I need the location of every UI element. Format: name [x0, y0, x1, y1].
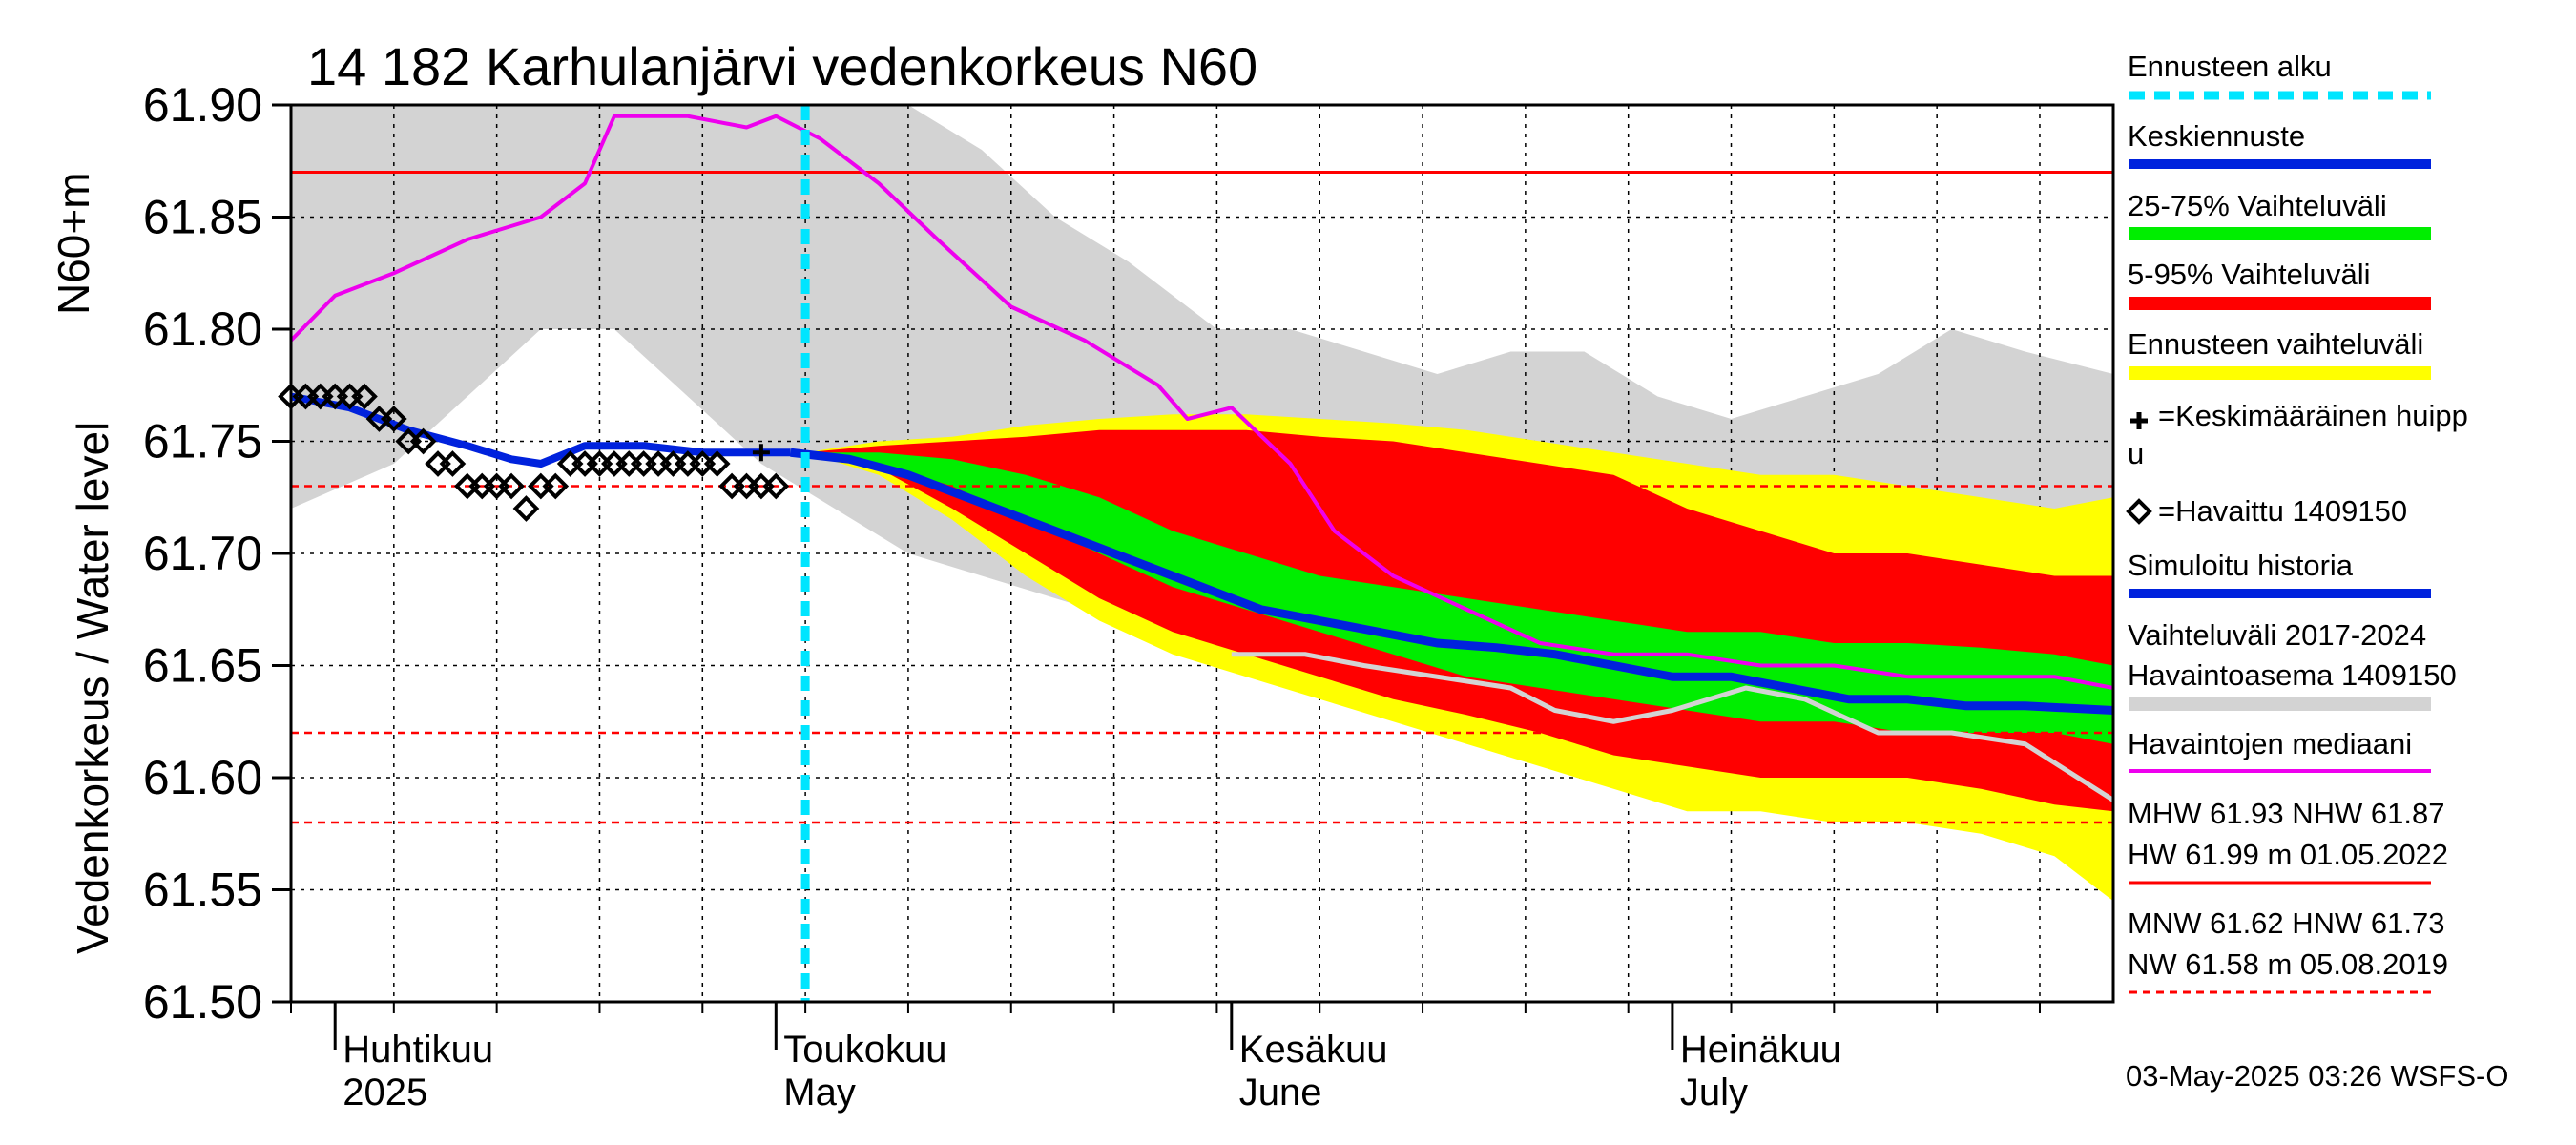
y-tick-label: 61.60	[143, 751, 262, 804]
observed-point	[439, 450, 467, 477]
observed-point	[630, 450, 657, 477]
observed-point	[645, 450, 672, 477]
observed-point	[703, 450, 731, 477]
legend-forecast-range: Ennusteen vaihteluväli	[2128, 327, 2424, 361]
observed-point	[380, 406, 407, 432]
legend-observed-diamond	[2126, 498, 2152, 525]
legend-mnw: MNW 61.62 HNW 61.73	[2128, 906, 2445, 940]
observed-point	[512, 495, 540, 522]
legend-mean-forecast: Keskiennuste	[2128, 119, 2306, 153]
observed-point	[351, 383, 378, 410]
legend-median: Havaintojen mediaani	[2128, 727, 2413, 760]
y-tick-label: 61.85	[143, 191, 262, 244]
median-line	[289, 114, 2114, 690]
legend-observed: =Havaittu 1409150	[2158, 494, 2408, 528]
observed-point	[675, 450, 701, 477]
chart-title: 14 182 Karhulanjärvi vedenkorkeus N60	[307, 36, 1258, 96]
axes	[272, 103, 2115, 1050]
legend-hist-range-2: Havaintoasema 1409150	[2128, 658, 2457, 692]
legend-range-25-75: 25-75% Vaihteluväli	[2128, 189, 2387, 222]
series-lines	[289, 105, 2115, 1002]
y-axis-unit: N60+m	[49, 172, 98, 315]
legend-simulated: Simuloitu historia	[2128, 549, 2354, 582]
y-tick-label: 61.80	[143, 302, 262, 356]
mean-peak-marker	[752, 444, 770, 462]
y-axis-label: Vedenkorkeus / Water level	[68, 421, 117, 954]
observed-markers	[278, 383, 790, 522]
x-month-label-en: June	[1239, 1072, 1322, 1114]
observed-point	[425, 450, 451, 477]
y-tick-label: 61.55	[143, 864, 262, 917]
x-month-label-en: 2025	[343, 1072, 427, 1114]
y-tick-label: 61.50	[143, 975, 262, 1029]
x-month-label-en: July	[1680, 1072, 1748, 1114]
legend-hist-range-1: Vaihteluväli 2017-2024	[2128, 618, 2427, 652]
y-tick-label: 61.75	[143, 415, 262, 468]
footer-timestamp: 03-May-2025 03:26 WSFS-O	[2126, 1059, 2509, 1093]
observed-point	[409, 427, 437, 455]
tick-labels: 61.50 61.55 61.60 61.65 61.70 61.75 61.80 61.85…	[143, 78, 1841, 1114]
forecast-bands	[805, 414, 2113, 902]
mean-forecast-line	[790, 448, 2114, 715]
observed-point	[542, 472, 570, 500]
range-25-75-area	[805, 452, 2113, 744]
x-month-label-fi: Huhtikuu	[343, 1029, 493, 1071]
y-tick-label: 61.90	[143, 78, 262, 132]
x-month-label-fi: Heinäkuu	[1680, 1029, 1841, 1071]
y-tick-label: 61.70	[143, 527, 262, 580]
legend-mean-peak: =Keskimääräinen huipp	[2158, 399, 2468, 432]
hist-min-line	[1231, 652, 2115, 802]
x-month-label-fi: Kesäkuu	[1239, 1029, 1388, 1071]
legend-swatches	[2126, 91, 2431, 994]
x-month-label-en: May	[783, 1072, 856, 1114]
legend-range-5-95: 5-95% Vaihteluväli	[2128, 258, 2371, 291]
observed-point	[498, 472, 525, 500]
reference-lines	[291, 171, 2113, 824]
legend-mean-peak-cont: u	[2128, 437, 2145, 470]
legend-mhw: MHW 61.93 NHW 61.87	[2128, 797, 2445, 830]
x-month-label-fi: Toukokuu	[783, 1029, 946, 1071]
legend-nw: NW 61.58 m 05.08.2019	[2128, 947, 2449, 981]
legend-hw: HW 61.99 m 01.05.2022	[2128, 838, 2449, 871]
observed-point	[571, 450, 598, 477]
y-tick-label: 61.65	[143, 639, 262, 693]
observed-point	[601, 450, 628, 477]
legend-forecast-start: Ennusteen alku	[2128, 50, 2332, 83]
observed-point	[615, 450, 643, 477]
observed-point	[762, 472, 790, 500]
observed-point	[659, 450, 687, 477]
legend-peak-cross	[2130, 412, 2148, 429]
